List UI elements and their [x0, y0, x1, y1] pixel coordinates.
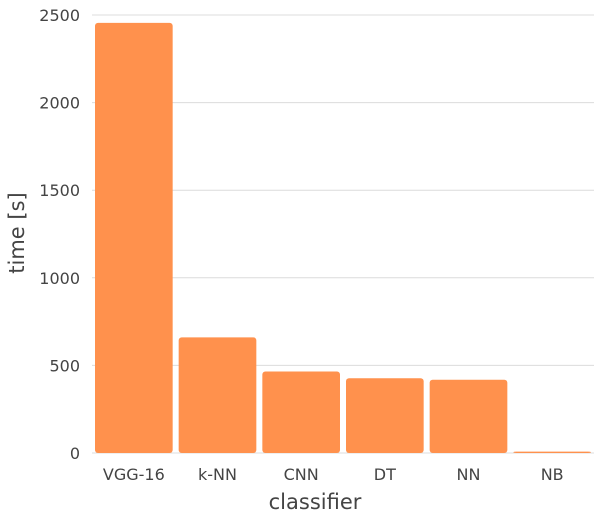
y-tick-label: 1000: [39, 269, 80, 288]
y-tick-label: 0: [70, 444, 80, 463]
x-tick-label: DT: [374, 465, 396, 484]
gridlines: [92, 14, 594, 454]
y-axis-ticks: 0 500 1000 1500 2000 2500: [39, 6, 80, 463]
y-axis-title: time [s]: [5, 192, 29, 273]
x-axis-title: classifier: [269, 490, 362, 514]
x-tick-label: NB: [541, 465, 564, 484]
y-tick-label: 1500: [39, 181, 80, 200]
y-tick-label: 500: [49, 356, 80, 375]
bar-nn: [429, 379, 508, 453]
x-tick-label: k-NN: [198, 465, 237, 484]
x-tick-label: NN: [457, 465, 481, 484]
y-tick-label: 2500: [39, 6, 80, 25]
bar-vgg-16: [95, 22, 173, 453]
x-tick-label: VGG-16: [103, 465, 165, 484]
x-axis-ticks: VGG-16 k-NN CNN DT NN NB: [103, 465, 564, 484]
x-tick-label: CNN: [284, 465, 319, 484]
bars: [95, 22, 591, 453]
bar-k-nn: [178, 337, 257, 453]
y-tick-label: 2000: [39, 94, 80, 113]
bar-dt: [346, 378, 424, 453]
bar-cnn: [262, 371, 340, 453]
bar-nb: [513, 451, 591, 453]
